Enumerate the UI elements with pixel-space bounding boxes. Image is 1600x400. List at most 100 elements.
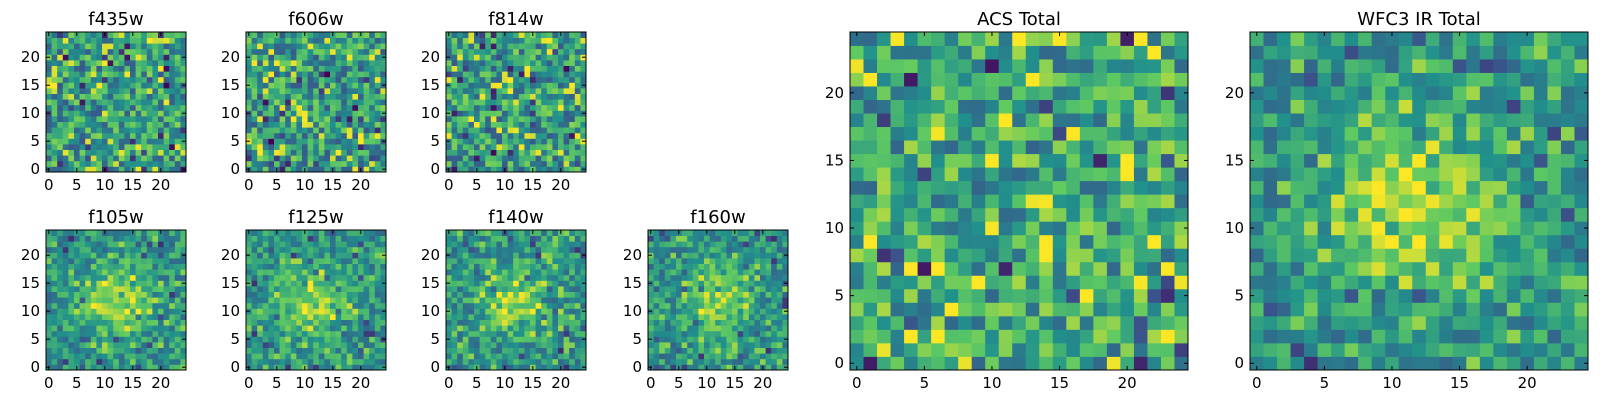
heatmap-cell bbox=[369, 297, 376, 304]
heatmap-cell bbox=[496, 138, 503, 145]
heatmap-cell bbox=[535, 82, 542, 89]
heatmap-cell bbox=[535, 71, 542, 78]
heatmap-cell bbox=[146, 308, 153, 315]
heatmap-cell bbox=[74, 116, 80, 122]
heatmap-cell bbox=[285, 71, 292, 78]
heatmap-cell bbox=[180, 302, 187, 309]
y-tick-label: 0 bbox=[230, 358, 240, 376]
heatmap-cell bbox=[307, 230, 314, 236]
heatmap-cell bbox=[290, 166, 297, 173]
heatmap-cell bbox=[374, 110, 381, 117]
heatmap-cell bbox=[558, 60, 564, 66]
heatmap-cell bbox=[262, 54, 269, 61]
heatmap-cell bbox=[530, 132, 536, 139]
heatmap-cell bbox=[904, 167, 918, 182]
heatmap-cell bbox=[541, 121, 548, 128]
heatmap-cell bbox=[74, 71, 80, 78]
heatmap-cell bbox=[468, 48, 475, 55]
x-tick-label: 15 bbox=[123, 176, 142, 194]
heatmap-cell bbox=[369, 60, 376, 66]
heatmap-cell bbox=[268, 280, 275, 287]
heatmap-cell bbox=[274, 280, 280, 287]
heatmap-cell bbox=[535, 54, 542, 61]
heatmap-cell bbox=[313, 155, 320, 162]
heatmap-cell bbox=[57, 358, 64, 365]
heatmap-cell bbox=[68, 60, 75, 66]
heatmap-cell bbox=[451, 121, 458, 128]
heatmap-cell bbox=[352, 110, 359, 117]
heatmap-cell bbox=[74, 308, 80, 315]
heatmap-cell bbox=[457, 43, 464, 50]
heatmap-cell bbox=[552, 258, 559, 264]
heatmap-cell bbox=[479, 347, 486, 354]
heatmap-cell bbox=[502, 269, 508, 276]
heatmap-cell bbox=[313, 132, 320, 139]
heatmap-cell bbox=[904, 153, 918, 168]
heatmap-cell bbox=[737, 297, 744, 304]
heatmap-cell bbox=[296, 93, 303, 100]
heatmap-cell bbox=[124, 138, 131, 145]
heatmap-cell bbox=[462, 116, 469, 122]
heatmap-cell bbox=[113, 241, 120, 248]
heatmap-cell bbox=[1120, 207, 1135, 222]
heatmap-cell bbox=[57, 280, 64, 287]
heatmap-cell bbox=[57, 258, 64, 264]
heatmap-cell bbox=[457, 347, 464, 354]
heatmap-cell bbox=[290, 274, 297, 281]
heatmap-cell bbox=[485, 48, 492, 55]
heatmap-cell bbox=[530, 138, 536, 145]
heatmap-cell bbox=[737, 342, 744, 348]
heatmap-cell bbox=[558, 138, 564, 145]
heatmap-cell bbox=[279, 104, 286, 111]
heatmap-cell bbox=[246, 235, 252, 242]
heatmap-cell bbox=[174, 297, 181, 304]
heatmap-cell bbox=[102, 88, 108, 94]
heatmap-cell bbox=[681, 258, 688, 264]
heatmap-cell bbox=[279, 116, 286, 122]
heatmap-cell bbox=[541, 93, 548, 100]
heatmap-cell bbox=[118, 116, 125, 122]
heatmap-cell bbox=[51, 358, 58, 365]
heatmap-cell bbox=[51, 274, 58, 281]
heatmap-cell bbox=[163, 342, 170, 348]
y-tick-label: 0 bbox=[632, 358, 642, 376]
heatmap-cell bbox=[485, 155, 492, 162]
heatmap-cell bbox=[102, 330, 108, 337]
heatmap-cell bbox=[541, 155, 548, 162]
heatmap-cell bbox=[174, 155, 181, 162]
heatmap-cell bbox=[341, 110, 348, 117]
heatmap-cell bbox=[96, 88, 103, 94]
heatmap-cell bbox=[513, 127, 520, 134]
heatmap-cell bbox=[659, 330, 666, 337]
heatmap-cell bbox=[318, 121, 325, 128]
heatmap-cell bbox=[732, 258, 738, 264]
heatmap-cell bbox=[726, 336, 733, 343]
heatmap-cell bbox=[141, 48, 148, 55]
heatmap-cell bbox=[687, 353, 694, 360]
heatmap-cell bbox=[352, 230, 359, 236]
heatmap-cell bbox=[346, 286, 353, 292]
heatmap-cell bbox=[535, 32, 542, 38]
heatmap-cell bbox=[1160, 261, 1175, 276]
heatmap-cell bbox=[474, 286, 480, 292]
heatmap-cell bbox=[68, 71, 75, 78]
heatmap-cell bbox=[169, 110, 176, 117]
heatmap-cell bbox=[659, 336, 666, 343]
heatmap-cell bbox=[158, 336, 164, 343]
heatmap-cell bbox=[676, 358, 682, 365]
heatmap-cell bbox=[135, 32, 142, 38]
heatmap-cell bbox=[341, 336, 348, 343]
heatmap-cell bbox=[474, 93, 480, 100]
heatmap-cell bbox=[363, 241, 370, 248]
x-tick-label: 20 bbox=[351, 176, 370, 194]
heatmap-cell bbox=[513, 330, 520, 337]
heatmap-cell bbox=[324, 121, 331, 128]
heatmap-cell bbox=[158, 37, 164, 44]
heatmap-cell bbox=[135, 48, 142, 55]
heatmap-cell bbox=[57, 308, 64, 315]
heatmap-cell bbox=[451, 37, 458, 44]
heatmap-cell bbox=[474, 110, 480, 117]
heatmap-cell bbox=[130, 82, 136, 89]
heatmap-cell bbox=[68, 149, 75, 156]
heatmap-cell bbox=[552, 302, 559, 309]
